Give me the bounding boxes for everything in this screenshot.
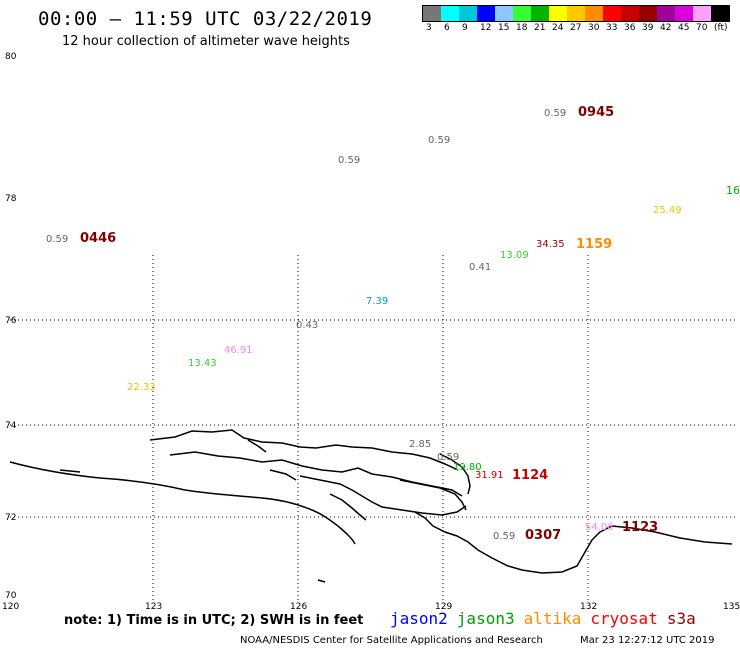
- swh-label: 31.91: [475, 470, 504, 481]
- satellite-jason2: jason2: [390, 609, 448, 628]
- legend-label: 24: [552, 23, 564, 33]
- time-label: 1159: [576, 237, 612, 252]
- footnote: note: 1) Time is in UTC; 2) SWH is in fe…: [64, 613, 364, 628]
- legend-swatch: [477, 6, 495, 21]
- satellite-jason3: jason3: [456, 609, 515, 628]
- swh-label: 16: [726, 184, 740, 197]
- lat-label-80: 80: [5, 52, 17, 62]
- time-label: 1124: [512, 468, 548, 483]
- legend-label: 33: [606, 23, 618, 33]
- lat-label-72: 72: [5, 513, 16, 523]
- swh-label: 0.59: [544, 108, 566, 119]
- legend-label: 15: [498, 23, 510, 33]
- legend-label: 21: [534, 23, 546, 33]
- lat-label-74: 74: [5, 421, 17, 431]
- swh-label: 13.09: [500, 250, 529, 261]
- swh-label: 0.59: [437, 452, 459, 463]
- legend-swatch: [495, 6, 513, 21]
- swh-label: 0.59: [493, 531, 515, 542]
- legend-swatch: [567, 6, 585, 21]
- legend-swatch: [675, 6, 693, 21]
- legend-swatch: [423, 6, 441, 21]
- satellite-legend: jason2 jason3 altika cryosat s3a: [390, 609, 705, 628]
- lon-label-120: 120: [2, 602, 19, 612]
- swh-label: 0.59: [46, 234, 68, 245]
- lon-label-123: 123: [145, 602, 162, 612]
- coastline: [9, 429, 733, 583]
- swh-label: 25.49: [653, 205, 682, 216]
- legend-swatch: [549, 6, 567, 21]
- swh-label: 0.59: [428, 135, 450, 146]
- axis-labels: 80 78 76 74 72 70 120 123 126 129 132 13…: [2, 52, 740, 612]
- satellite-s3a: s3a: [666, 609, 696, 628]
- legend-label: (ft): [714, 23, 728, 33]
- swh-label: 2.85: [409, 439, 431, 450]
- legend-label: 36: [624, 23, 636, 33]
- legend-label: 9: [462, 23, 468, 33]
- lon-label-135: 135: [723, 602, 740, 612]
- swh-label: 22.33: [127, 382, 156, 393]
- credit-line: NOAA/NESDIS Center for Satellite Applica…: [240, 635, 715, 646]
- legend-label: 45: [678, 23, 690, 33]
- legend-swatch: [693, 6, 711, 21]
- time-label: 0945: [578, 105, 614, 120]
- swh-label: 0.41: [469, 262, 491, 273]
- legend-label: 12: [480, 23, 492, 33]
- legend-swatch: [441, 6, 459, 21]
- legend-label: 18: [516, 23, 528, 33]
- swh-label: 0.59: [338, 155, 360, 166]
- swh-label: 46.91: [224, 345, 253, 356]
- color-legend: [422, 5, 730, 22]
- legend-swatch: [621, 6, 639, 21]
- legend-label: 3: [426, 23, 432, 33]
- satellite-altika: altika: [523, 609, 582, 628]
- lon-label-129: 129: [435, 602, 452, 612]
- lat-label-70: 70: [5, 591, 17, 601]
- lat-label-76: 76: [5, 316, 17, 326]
- legend-swatch: [603, 6, 621, 21]
- legend-swatch: [513, 6, 531, 21]
- lon-label-132: 132: [580, 602, 597, 612]
- legend-label: 27: [570, 23, 582, 33]
- legend-label: 39: [642, 23, 654, 33]
- legend-swatch: [531, 6, 549, 21]
- swh-label: 54.06: [585, 522, 614, 533]
- lat-label-78: 78: [5, 194, 17, 204]
- swh-label: 7.39: [366, 296, 388, 307]
- legend-label: 42: [660, 23, 672, 33]
- lon-label-126: 126: [290, 602, 307, 612]
- legend-swatch: [657, 6, 675, 21]
- time-label: 0307: [525, 528, 561, 543]
- generated-timestamp: Mar 23 12:27:12 UTC 2019: [580, 635, 715, 646]
- legend-label: 6: [444, 23, 450, 33]
- legend-label: 30: [588, 23, 600, 33]
- legend-swatch: [585, 6, 603, 21]
- credit-text: NOAA/NESDIS Center for Satellite Applica…: [240, 635, 543, 646]
- satellite-cryosat: cryosat: [590, 609, 658, 628]
- legend-swatch: [711, 6, 729, 21]
- lat-lon-grid: [10, 255, 735, 600]
- legend-swatch: [459, 6, 477, 21]
- map-subtitle: 12 hour collection of altimeter wave hei…: [62, 34, 350, 49]
- legend-label: 70: [696, 23, 708, 33]
- swh-label: 19.80: [453, 462, 482, 473]
- map-title: 00:00 – 11:59 UTC 03/22/2019: [38, 8, 373, 30]
- swh-label: 13.43: [188, 358, 217, 369]
- legend-swatch: [639, 6, 657, 21]
- time-label: 0446: [80, 231, 116, 246]
- swh-label: 0.43: [296, 320, 318, 331]
- swh-label: 34.35: [536, 239, 565, 250]
- observation-labels: 0.59 0945 0.59 0.59 16 25.49 0.59 0446 34.35 1159…: [46, 105, 740, 543]
- time-label: 1123: [622, 520, 658, 535]
